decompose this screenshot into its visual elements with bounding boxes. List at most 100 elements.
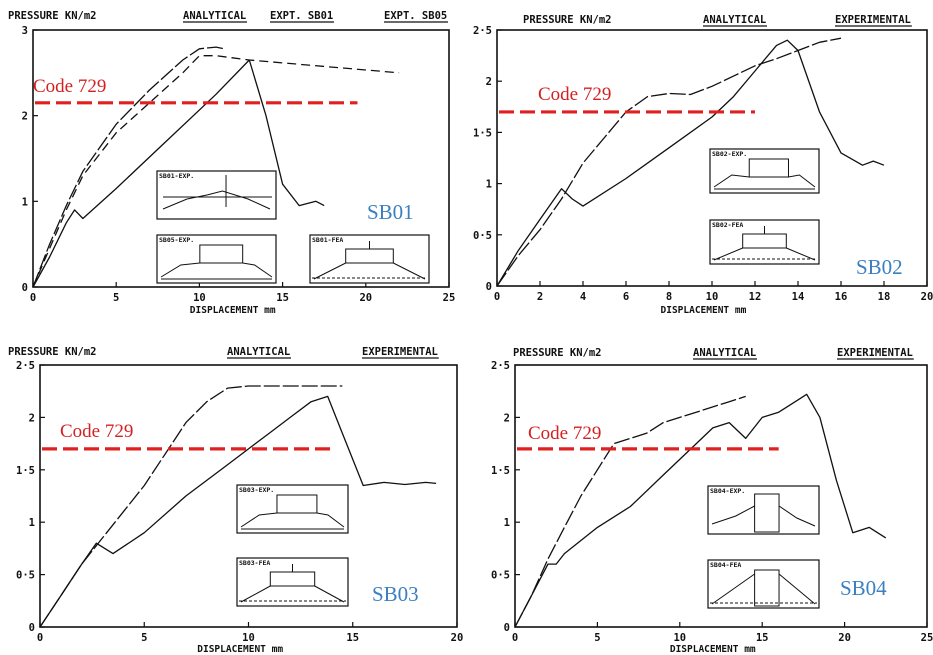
x-tick-label: 25 bbox=[921, 632, 933, 644]
inset-label: SB04-EXP. bbox=[710, 487, 745, 495]
y-tick-label: 0·5 bbox=[491, 570, 510, 582]
x-tick-label: 15 bbox=[276, 292, 289, 304]
y-tick-label: 2·5 bbox=[491, 360, 510, 372]
inset-diagram: SB01-FEA bbox=[310, 235, 429, 283]
legend-entry: EXPT. SB01 bbox=[270, 10, 333, 22]
panel-label: SB01 bbox=[367, 200, 414, 224]
code-729-label: Code 729 bbox=[538, 84, 611, 105]
inset-diagram: SB04-EXP. bbox=[708, 486, 819, 534]
y-tick-label: 2·5 bbox=[473, 25, 492, 37]
header-ylabel: PRESSURE KN/m2 bbox=[513, 347, 602, 359]
inset-label: SB02-FEA bbox=[712, 221, 743, 229]
inset-label: SB05-EXP. bbox=[159, 236, 194, 244]
y-tick-label: 1·5 bbox=[473, 127, 492, 139]
x-tick-label: 10 bbox=[706, 291, 719, 303]
x-tick-label: 0 bbox=[30, 292, 36, 304]
chart-panel-sb03: PRESSURE KN/m2 ANALYTICAL EXPERIMENTAL 0 5 10… bbox=[0, 325, 466, 655]
y-tick-label: 1·5 bbox=[491, 465, 510, 477]
x-tick-label: 5 bbox=[113, 292, 119, 304]
y-tick-label: 1 bbox=[29, 517, 35, 529]
panel-label: SB04 bbox=[840, 576, 887, 600]
y-tick-label: 0 bbox=[504, 622, 510, 634]
inset-diagram: SB05-EXP. bbox=[157, 235, 276, 283]
y-tick-label: 0 bbox=[22, 282, 28, 294]
inset-diagram: SB01-EXP. bbox=[157, 171, 276, 219]
x-tick-label: 18 bbox=[878, 291, 891, 303]
x-tick-label: 12 bbox=[749, 291, 762, 303]
y-tick-label: 1·5 bbox=[16, 465, 35, 477]
x-tick-label: 6 bbox=[623, 291, 629, 303]
x-tick-label: 0 bbox=[37, 632, 43, 644]
x-tick-label: 5 bbox=[141, 632, 147, 644]
x-tick-label: 15 bbox=[346, 632, 359, 644]
x-tick-label: 20 bbox=[451, 632, 464, 644]
legend-entry: EXPERIMENTAL bbox=[837, 347, 913, 359]
legend-entry: ANALYTICAL bbox=[703, 14, 766, 26]
x-axis-label: DISPLACEMENT mm bbox=[661, 305, 747, 316]
x-tick-label: 20 bbox=[921, 291, 933, 303]
x-tick-label: 25 bbox=[443, 292, 456, 304]
chart-svg: PRESSURE KN/m2 ANALYTICAL EXPERIMENTAL 0 2 4 6… bbox=[466, 0, 933, 325]
chart-svg: PRESSURE KN/m2 ANALYTICAL EXPERIMENTAL0 5 10… bbox=[466, 325, 933, 655]
x-tick-label: 15 bbox=[756, 632, 769, 644]
inset-diagram: SB02-EXP. bbox=[710, 149, 819, 193]
y-tick-label: 2 bbox=[504, 412, 510, 424]
x-tick-label: 20 bbox=[359, 292, 372, 304]
y-tick-label: 0 bbox=[486, 281, 492, 293]
legend-entry: EXPT. SB05 bbox=[384, 10, 447, 22]
inset-label: SB01-FEA bbox=[312, 236, 343, 244]
code-729-label: Code 729 bbox=[528, 423, 601, 444]
series-line-experimental bbox=[497, 40, 884, 286]
inset-label: SB03-EXP. bbox=[239, 486, 274, 494]
header-ylabel: PRESSURE KN/m2 bbox=[523, 14, 612, 26]
y-tick-label: 0·5 bbox=[473, 230, 492, 242]
y-tick-label: 1 bbox=[22, 196, 28, 208]
x-tick-label: 10 bbox=[242, 632, 255, 644]
inset-label: SB04-FEA bbox=[710, 561, 741, 569]
legend-entry: ANALYTICAL bbox=[227, 346, 290, 358]
legend-entry: EXPERIMENTAL bbox=[835, 14, 911, 26]
inset-label: SB01-EXP. bbox=[159, 172, 194, 180]
x-tick-label: 10 bbox=[193, 292, 206, 304]
x-tick-label: 20 bbox=[838, 632, 851, 644]
y-tick-label: 1 bbox=[504, 517, 510, 529]
legend-entry: ANALYTICAL bbox=[183, 10, 246, 22]
chart-panel-sb02: PRESSURE KN/m2 ANALYTICAL EXPERIMENTAL 0 2 4 6… bbox=[466, 0, 933, 325]
inset-diagram: SB02-FEA bbox=[710, 220, 819, 264]
code-729-label: Code 729 bbox=[60, 421, 133, 442]
x-tick-label: 4 bbox=[580, 291, 586, 303]
y-tick-label: 0 bbox=[29, 622, 35, 634]
y-tick-label: 2·5 bbox=[16, 360, 35, 372]
inset-label: SB03-FEA bbox=[239, 559, 270, 567]
x-tick-label: 14 bbox=[792, 291, 805, 303]
x-tick-label: 16 bbox=[835, 291, 848, 303]
panel-label: SB03 bbox=[372, 582, 419, 606]
inset-diagram: SB04-FEA bbox=[708, 560, 819, 608]
header-ylabel: PRESSURE KN/m2 bbox=[8, 10, 97, 22]
panel-label: SB02 bbox=[856, 255, 903, 279]
y-tick-label: 2 bbox=[22, 111, 28, 123]
chart-panel-sb04: PRESSURE KN/m2 ANALYTICAL EXPERIMENTAL 0 5 10… bbox=[466, 325, 933, 655]
y-tick-label: 1 bbox=[486, 179, 492, 191]
y-tick-label: 3 bbox=[22, 25, 28, 37]
inset-diagram: SB03-FEA bbox=[237, 558, 348, 606]
chart-svg: PRESSURE KN/m2 ANALYTICAL EXPT. SB01 EXPT. … bbox=[0, 0, 466, 325]
x-tick-label: 0 bbox=[494, 291, 500, 303]
x-tick-label: 2 bbox=[537, 291, 543, 303]
header-ylabel: PRESSURE KN/m2 bbox=[8, 346, 97, 358]
x-axis-label: DISPLACEMENT mm bbox=[197, 644, 283, 655]
x-tick-label: 10 bbox=[673, 632, 686, 644]
inset-diagram: SB03-EXP. bbox=[237, 485, 348, 533]
chart-panel-sb01: PRESSURE KN/m2 ANALYTICAL EXPT. SB01 EXPT. … bbox=[0, 0, 466, 325]
y-tick-label: 2 bbox=[29, 412, 35, 424]
y-tick-label: 2 bbox=[486, 76, 492, 88]
legend-entry: ANALYTICAL bbox=[693, 347, 756, 359]
legend-entry: EXPERIMENTAL bbox=[362, 346, 438, 358]
x-axis-label: DISPLACEMENT mm bbox=[670, 644, 756, 655]
inset-label: SB02-EXP. bbox=[712, 150, 747, 158]
x-tick-label: 5 bbox=[594, 632, 600, 644]
code-729-label: Code 729 bbox=[33, 76, 106, 97]
x-tick-label: 8 bbox=[666, 291, 672, 303]
